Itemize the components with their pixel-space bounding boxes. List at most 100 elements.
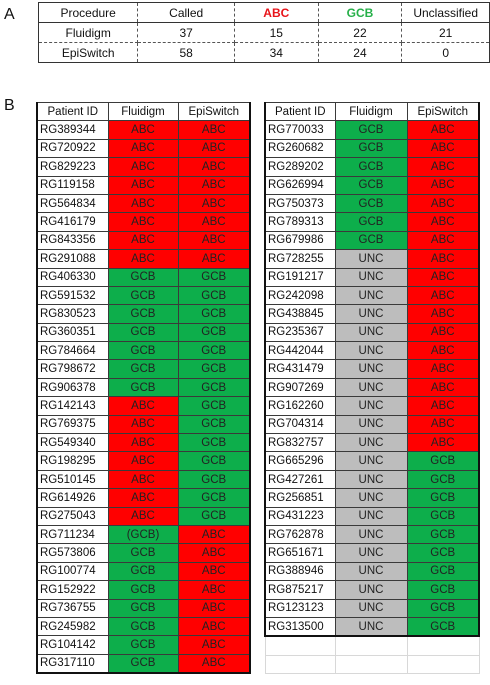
- patient-id-cell: RG431479: [264, 359, 336, 379]
- cell: EpiSwitch: [37, 42, 139, 63]
- fluidigm-call-cell: UNC: [334, 433, 408, 453]
- episwitch-call-cell: GCB: [177, 506, 251, 526]
- cell: 24: [318, 42, 403, 63]
- patient-row: RG829223 ABC ABC: [36, 157, 251, 177]
- patient-row: RG104142 GCB ABC: [36, 635, 251, 655]
- fluidigm-call-cell: GCB: [334, 157, 408, 177]
- patient-id-cell: RG438845: [264, 304, 336, 324]
- episwitch-call-cell: ABC: [406, 322, 480, 343]
- fluidigm-call-cell: UNC: [334, 451, 408, 471]
- patient-row: RG704314 UNC ABC: [264, 414, 480, 435]
- fluidigm-call-cell: UNC: [334, 359, 408, 379]
- patient-row: RG626994 GCB ABC: [264, 175, 480, 195]
- patient-row: RG651671 UNC GCB: [264, 543, 480, 563]
- patient-row: RG360351 GCB GCB: [36, 322, 251, 343]
- patient-row: RG564834 ABC ABC: [36, 193, 251, 214]
- episwitch-call-cell: ABC: [406, 433, 480, 453]
- patient-id-cell: RG907269: [264, 377, 336, 398]
- patient-id-cell: RG235367: [264, 322, 336, 343]
- patient-row: RG100774 GCB ABC: [36, 561, 251, 582]
- patient-id-cell: RG720922: [36, 138, 109, 159]
- patient-id-cell: RG510145: [36, 469, 109, 490]
- cell: 0: [401, 42, 490, 63]
- episwitch-call-cell: ABC: [177, 580, 251, 600]
- patient-row: RG679986 GCB ABC: [264, 230, 480, 251]
- patient-id-cell: RG275043: [36, 506, 109, 526]
- header-unclassified: Unclassified: [401, 2, 490, 23]
- patient-row: RG431223 UNC GCB: [264, 506, 480, 526]
- patient-id-cell: RG242098: [264, 285, 336, 306]
- patient-id-cell: RG769375: [36, 414, 109, 435]
- episwitch-call-cell: ABC: [406, 249, 480, 269]
- fluidigm-call-cell: GCB: [107, 341, 179, 361]
- patient-row: RG665296 UNC GCB: [264, 451, 480, 471]
- episwitch-call-cell: GCB: [406, 580, 480, 600]
- episwitch-call-cell: ABC: [177, 635, 251, 655]
- header-gcb: GCB: [318, 2, 403, 23]
- episwitch-call-cell: GCB: [177, 377, 251, 398]
- episwitch-call-cell: ABC: [177, 230, 251, 251]
- episwitch-call-cell: ABC: [406, 175, 480, 195]
- cell: 34: [234, 42, 319, 63]
- patient-row: RG245982 GCB ABC: [36, 616, 251, 637]
- patient-id-cell: RG704314: [264, 414, 336, 435]
- empty-cell: [334, 635, 408, 656]
- fluidigm-call-cell: GCB: [107, 598, 179, 618]
- fluidigm-call-cell: ABC: [107, 230, 179, 251]
- episwitch-call-cell: ABC: [406, 230, 480, 251]
- episwitch-call-cell: GCB: [177, 433, 251, 453]
- episwitch-call-cell: ABC: [177, 212, 251, 232]
- fluidigm-call-cell: GCB: [107, 285, 179, 306]
- episwitch-call-cell: ABC: [406, 267, 480, 287]
- patient-row: RG789313 GCB ABC: [264, 212, 480, 232]
- patient-row: RG191217 UNC ABC: [264, 267, 480, 287]
- fluidigm-call-cell: GCB: [107, 561, 179, 582]
- patient-table-header-row: Patient ID Fluidigm EpiSwitch: [36, 101, 251, 122]
- patient-row: RG750373 GCB ABC: [264, 193, 480, 214]
- fluidigm-call-cell: GCB: [334, 120, 408, 140]
- empty-row: [264, 654, 480, 675]
- patient-id-cell: RG442044: [264, 341, 336, 361]
- patient-id-cell: RG313500: [264, 616, 336, 638]
- patient-row: RG843356 ABC ABC: [36, 230, 251, 251]
- patient-id-cell: RG591532: [36, 285, 109, 306]
- fluidigm-call-cell: GCB: [334, 212, 408, 232]
- fluidigm-call-cell: ABC: [107, 396, 179, 416]
- episwitch-call-cell: GCB: [177, 341, 251, 361]
- empty-cell: [264, 654, 336, 675]
- episwitch-call-cell: GCB: [406, 488, 480, 508]
- fluidigm-call-cell: UNC: [334, 616, 408, 638]
- empty-row: [264, 635, 480, 656]
- patient-row: RG762878 UNC GCB: [264, 524, 480, 545]
- fluidigm-call-cell: ABC: [107, 488, 179, 508]
- patient-id-cell: RG770033: [264, 120, 336, 140]
- patient-id-cell: RG260682: [264, 138, 336, 159]
- episwitch-call-cell: GCB: [406, 543, 480, 563]
- patient-id-cell: RG549340: [36, 433, 109, 453]
- episwitch-call-cell: ABC: [406, 138, 480, 159]
- episwitch-call-cell: ABC: [406, 341, 480, 361]
- patient-id-cell: RG431223: [264, 506, 336, 526]
- episwitch-call-cell: GCB: [177, 414, 251, 435]
- fluidigm-call-cell: UNC: [334, 377, 408, 398]
- episwitch-call-cell: GCB: [177, 488, 251, 508]
- episwitch-call-cell: ABC: [406, 193, 480, 214]
- patient-row: RG907269 UNC ABC: [264, 377, 480, 398]
- episwitch-call-cell: GCB: [406, 616, 480, 638]
- patient-row: RG242098 UNC ABC: [264, 285, 480, 306]
- patient-row: RG549340 ABC GCB: [36, 433, 251, 453]
- patient-id-cell: RG256851: [264, 488, 336, 508]
- episwitch-call-cell: ABC: [177, 561, 251, 582]
- patient-id-cell: RG784664: [36, 341, 109, 361]
- patient-row: RG275043 ABC GCB: [36, 506, 251, 526]
- episwitch-call-cell: GCB: [406, 598, 480, 618]
- episwitch-call-cell: ABC: [177, 653, 251, 675]
- patient-row: RG313500 UNC GCB: [264, 616, 480, 638]
- fluidigm-call-cell: UNC: [334, 285, 408, 306]
- fluidigm-call-cell: UNC: [334, 396, 408, 416]
- cell: 37: [137, 22, 235, 43]
- header-fluidigm: Fluidigm: [107, 101, 179, 122]
- patient-id-cell: RG906378: [36, 377, 109, 398]
- episwitch-call-cell: GCB: [177, 285, 251, 306]
- header-abc: ABC: [234, 2, 319, 23]
